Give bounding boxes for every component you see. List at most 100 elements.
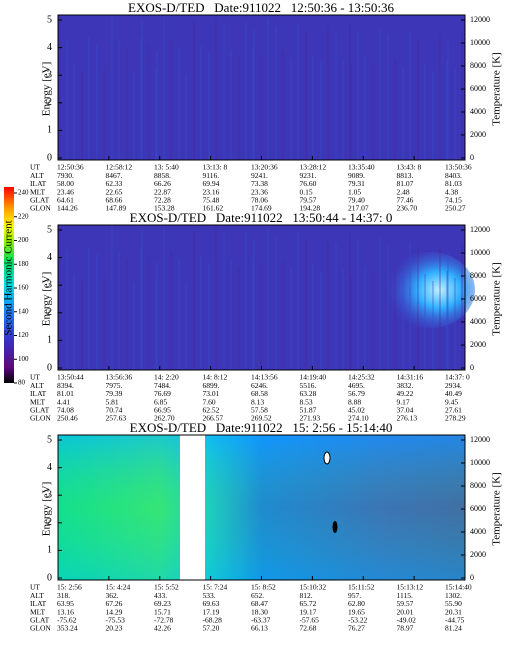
chart-title: EXOS-D/TED Date:911022 13:50:44 - 14:37:…: [130, 210, 393, 225]
ephemeris-value: 81.03: [445, 179, 462, 188]
y-axis-label: Energy [eV]: [41, 272, 53, 326]
ephemeris-value: 13: 5:40: [154, 163, 179, 172]
ephemeris-value: 79.40: [348, 196, 365, 205]
ephemeris-value: 20.01: [397, 607, 414, 616]
ephemeris-label: UT: [30, 583, 40, 592]
ephemeris-label: MLT: [30, 607, 46, 616]
spectrogram-feature: [385, 252, 475, 328]
colorbar-tick-label: 100: [18, 355, 29, 363]
ephemeris-value: 12:50:36: [57, 163, 84, 172]
y-tick-label: 4: [47, 42, 52, 53]
y2-tick-label: 12000: [470, 15, 490, 24]
ephemeris-value: 59.57: [397, 599, 414, 608]
y2-tick-label: 0: [470, 363, 474, 372]
ephemeris-value: 4.38: [445, 187, 458, 196]
ephemeris-value: 15: 8:52: [251, 583, 276, 592]
ephemeris-value: 14: 8:12: [203, 373, 228, 382]
ephemeris-value: 15: 5:52: [154, 583, 179, 592]
ephemeris-value: 250.27: [445, 204, 466, 213]
ephemeris-value: 362.: [106, 591, 119, 600]
colorbar-tick-label: 220: [18, 212, 29, 220]
y-tick-label: 4: [47, 252, 52, 263]
ephemeris-value: 1302.: [445, 591, 462, 600]
ephemeris-label: ILAT: [30, 599, 47, 608]
ephemeris-value: 353.24: [57, 624, 78, 633]
ephemeris-value: 9116.: [203, 171, 220, 180]
ephemeris-value: 78.97: [397, 624, 414, 633]
ephemeris-value: 161.62: [203, 204, 224, 213]
ephemeris-value: 194.28: [300, 204, 321, 213]
ephemeris-value: 8.53: [300, 397, 313, 406]
colorbar-tick-label: 80: [18, 379, 26, 387]
panels: [58, 15, 475, 580]
colorbar-tick-label: 120: [18, 331, 29, 339]
ephemeris-value: 15: 4:24: [106, 583, 131, 592]
colorbar-label: Second Harmonic Current: [3, 220, 15, 335]
ephemeris-label: ILAT: [30, 179, 47, 188]
ephemeris-value: 62.33: [106, 179, 123, 188]
ephemeris-value: 269.52: [251, 414, 272, 423]
y-tick-label: 3: [47, 489, 52, 500]
y2-tick-label: 4000: [470, 317, 486, 326]
ephemeris-value: 69.63: [203, 599, 220, 608]
ephemeris-value: 7930.: [57, 171, 74, 180]
ephemeris-value: 6.85: [154, 397, 167, 406]
y-tick-label: 1: [47, 335, 52, 346]
ephemeris-label: MLT: [30, 397, 46, 406]
y2-axis-label: Temperature [K]: [491, 472, 503, 545]
ephemeris-value: 8403.: [445, 171, 462, 180]
ephemeris-value: 51.87: [300, 406, 317, 415]
ephemeris-value: 70.74: [106, 406, 123, 415]
ephemeris-value: 19.17: [300, 607, 317, 616]
ephemeris-value: 42.26: [154, 624, 171, 633]
ephemeris-value: 14.29: [106, 607, 123, 616]
y2-tick-label: 2000: [470, 340, 486, 349]
ephemeris-value: 73.38: [251, 179, 268, 188]
ephemeris-value: -72.78: [154, 616, 174, 625]
colorbar-tick-label: 160: [18, 284, 29, 292]
ephemeris-label: GLON: [30, 204, 51, 213]
ephemeris-value: 78.06: [251, 196, 268, 205]
ephemeris-value: 9.17: [397, 397, 410, 406]
ephemeris-value: 68.66: [106, 196, 123, 205]
ephemeris-value: 13:35:40: [348, 163, 375, 172]
y2-tick-label: 10000: [470, 38, 490, 47]
ephemeris-value: 278.29: [445, 414, 466, 423]
ephemeris-value: -57.65: [300, 616, 320, 625]
ephemeris-value: 14:31:16: [397, 373, 424, 382]
ephemeris-value: 66.26: [154, 179, 171, 188]
ephemeris-value: 55.90: [445, 599, 462, 608]
ephemeris-value: 5.81: [106, 397, 119, 406]
ephemeris-value: 73.01: [203, 389, 220, 398]
spectrogram-shade: [58, 435, 465, 580]
ephemeris-value: 12:58:12: [106, 163, 133, 172]
ephemeris-value: 17.19: [203, 607, 220, 616]
spectrogram-feature: [323, 451, 331, 465]
ephemeris-label: ALT: [30, 171, 44, 180]
ephemeris-value: 62.52: [203, 406, 220, 415]
y2-tick-label: 0: [470, 153, 474, 162]
ephemeris-value: 45.02: [348, 406, 365, 415]
ephemeris-value: 15:10:32: [300, 583, 327, 592]
ephemeris-value: 56.79: [348, 389, 365, 398]
ephemeris-value: 22.87: [154, 187, 171, 196]
ephemeris-label: ALT: [30, 591, 44, 600]
y-tick-label: 0: [47, 152, 52, 163]
ephemeris-value: 274.10: [348, 414, 369, 423]
y-tick-label: 0: [47, 362, 52, 373]
y-tick-label: 1: [47, 545, 52, 556]
ephemeris-value: 8467.: [106, 171, 123, 180]
ephemeris-value: 250.46: [57, 414, 78, 423]
ephemeris-value: 153.28: [154, 204, 175, 213]
ephemeris-value: 1.05: [348, 187, 361, 196]
colorbar-tick-label: 240: [18, 189, 29, 197]
ephemeris-value: -75.62: [57, 616, 77, 625]
ephemeris-label: UT: [30, 163, 40, 172]
ephemeris-value: 533.: [203, 591, 216, 600]
ephemeris-value: 13:56:36: [106, 373, 133, 382]
ephemeris-value: 81.24: [445, 624, 462, 633]
ephemeris-value: 812.: [300, 591, 313, 600]
ephemeris-label: GLON: [30, 414, 51, 423]
y2-tick-label: 2000: [470, 130, 486, 139]
ephemeris-value: 13:20:36: [251, 163, 278, 172]
